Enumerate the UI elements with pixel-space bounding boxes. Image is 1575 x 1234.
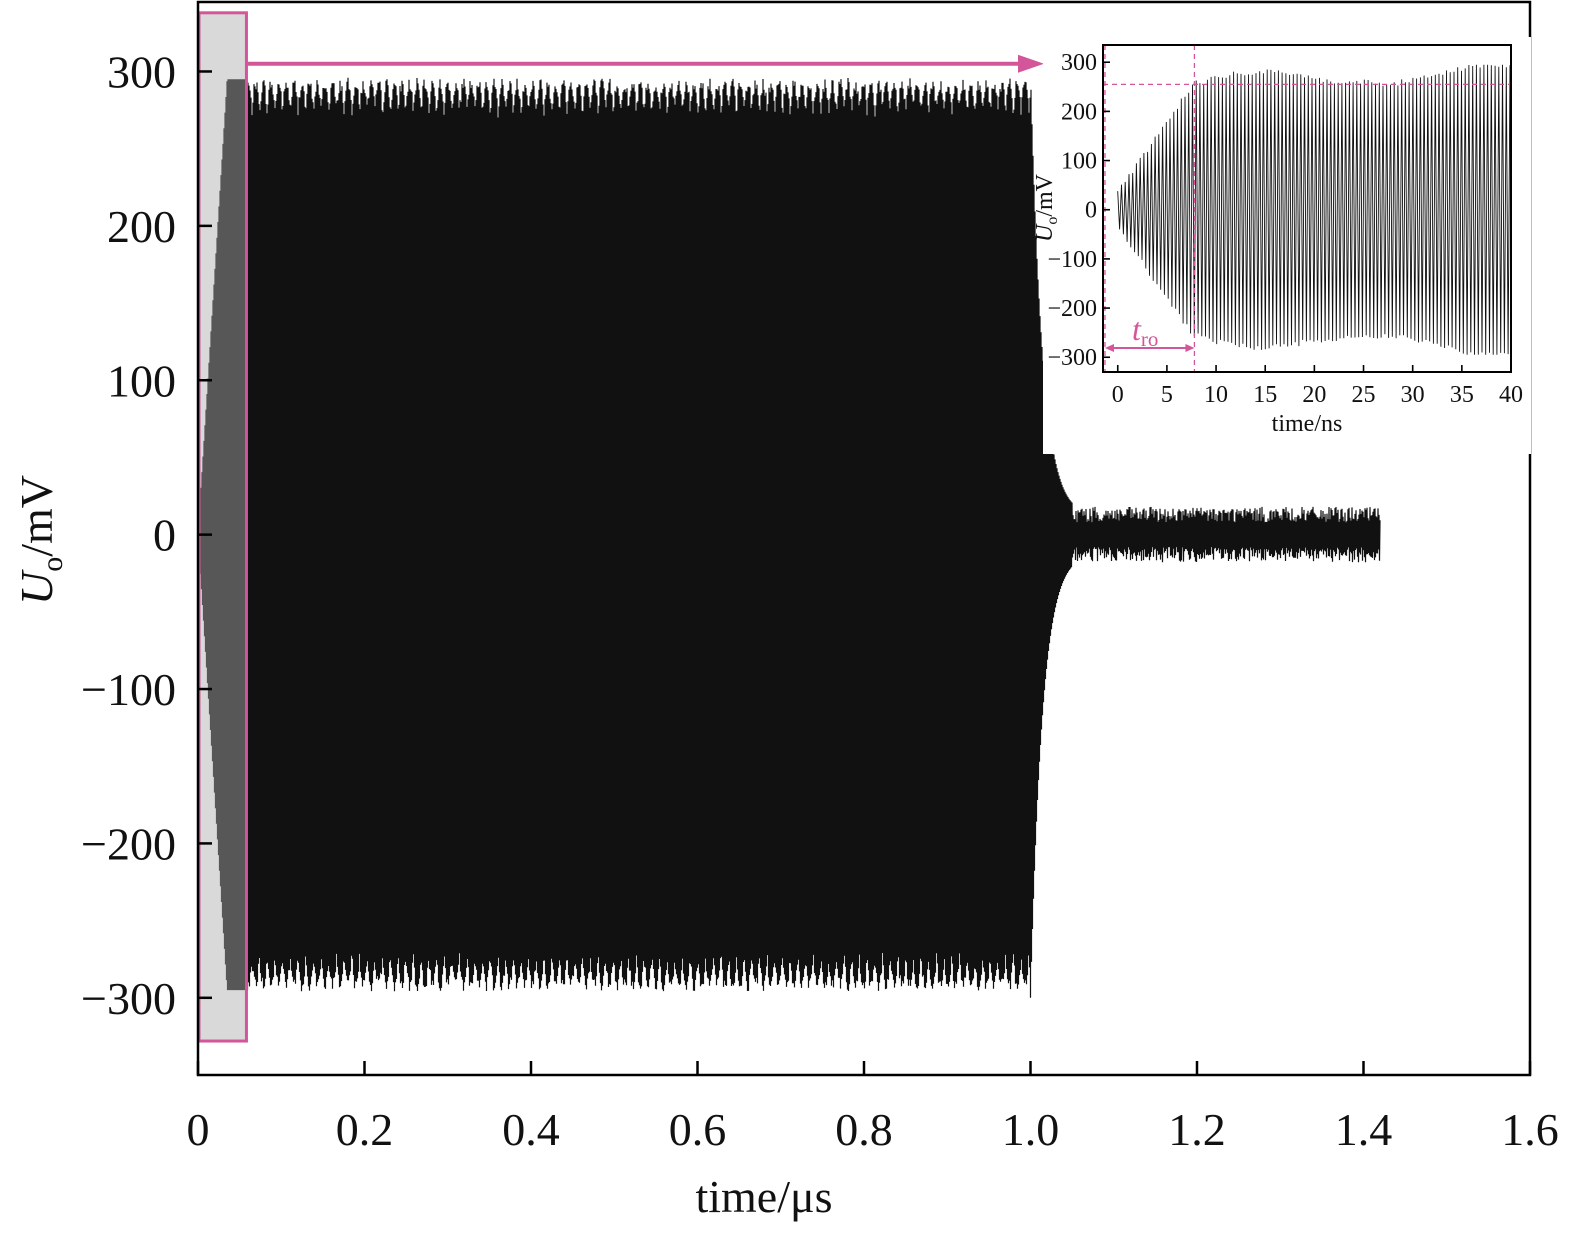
inset-y-tick-label: 100 xyxy=(1061,149,1097,175)
zoom-arrowhead xyxy=(1018,54,1044,73)
inset-x-tick-label: 35 xyxy=(1450,382,1474,408)
inset-y-tick-label: −300 xyxy=(1047,345,1097,371)
x-tick-label: 0.8 xyxy=(835,1104,893,1155)
inset-x-tick-label: 0 xyxy=(1112,382,1124,408)
inset-y-tick-label: −200 xyxy=(1047,296,1097,322)
x-tick-label: 0.6 xyxy=(669,1104,727,1155)
inset-y-tick-label: 300 xyxy=(1061,50,1097,76)
signal-trace xyxy=(197,77,1381,998)
tro-arrowhead-left xyxy=(1104,344,1114,352)
inset-x-tick-label: 25 xyxy=(1352,382,1376,408)
y-tick-label: 100 xyxy=(107,355,176,406)
x-tick-label: 1.0 xyxy=(1002,1104,1060,1155)
inset-y-tick-label: −100 xyxy=(1047,247,1097,273)
x-tick-label: 0 xyxy=(187,1104,210,1155)
inset-x-tick-label: 40 xyxy=(1499,382,1523,408)
inset-x-tick-label: 5 xyxy=(1161,382,1173,408)
y-tick-label: 300 xyxy=(107,46,176,97)
inset-y-axis-title: Uo/mV xyxy=(1032,173,1061,242)
inset-signal-trace xyxy=(1117,64,1511,355)
tro-label: tro xyxy=(1132,311,1158,351)
inset-y-tick-label: 200 xyxy=(1061,99,1097,125)
y-axis-title-text: Uo/mV xyxy=(11,475,69,605)
inset-x-tick-label: 10 xyxy=(1204,382,1228,408)
y-tick-label: 200 xyxy=(107,201,176,252)
zoom-region-frame xyxy=(197,11,248,1043)
y-axis-title: Uo/mV xyxy=(11,475,69,605)
inset-x-tick-label: 15 xyxy=(1253,382,1277,408)
tro-label-background xyxy=(1126,312,1174,346)
x-axis-title: time/μs xyxy=(695,1171,832,1222)
y-tick-label: 0 xyxy=(153,510,176,561)
inset-x-axis-title: time/ns xyxy=(1272,411,1343,437)
x-tick-label: 1.2 xyxy=(1168,1104,1226,1155)
inset-x-tick-label: 20 xyxy=(1302,382,1326,408)
tro-label-symbol: t xyxy=(1132,311,1142,347)
y-tick-label: −200 xyxy=(81,818,176,869)
tro-arrowhead-right xyxy=(1185,344,1195,352)
x-tick-label: 1.4 xyxy=(1335,1104,1393,1155)
y-axis-title-subscript: o xyxy=(36,557,69,572)
x-tick-label: 0.2 xyxy=(336,1104,394,1155)
inset-y-tick-label: 0 xyxy=(1085,198,1097,224)
x-tick-label: 0.4 xyxy=(502,1104,560,1155)
y-axis-title-symbol: U xyxy=(11,569,62,605)
inset-y-axis-title-symbol: U xyxy=(1032,223,1058,242)
inset-y-axis-title-subscript: o xyxy=(1044,217,1061,225)
tro-label-subscript: ro xyxy=(1141,327,1159,351)
inset-plot-frame xyxy=(1102,44,1512,373)
y-tick-label: −300 xyxy=(81,973,176,1024)
y-axis-title-unit: /mV xyxy=(11,475,62,557)
y-tick-label: −100 xyxy=(81,664,176,715)
inset-y-axis-title-unit: /mV xyxy=(1032,173,1058,216)
x-tick-label: 1.6 xyxy=(1501,1104,1559,1155)
inset-y-axis-title-text: Uo/mV xyxy=(1032,173,1061,242)
inset-x-tick-label: 30 xyxy=(1401,382,1425,408)
